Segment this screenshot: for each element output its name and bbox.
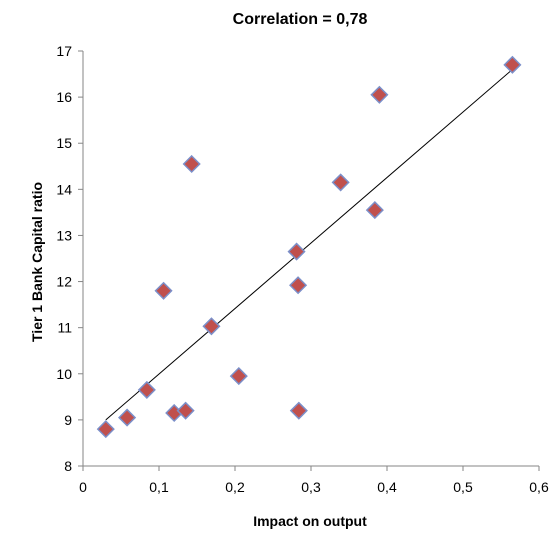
y-tick-label: 14: [56, 181, 72, 197]
data-point: [229, 367, 248, 386]
data-point: [287, 242, 306, 261]
x-tick-label: 0,5: [453, 479, 473, 495]
y-tick-label: 9: [64, 412, 72, 428]
data-point: [202, 317, 221, 336]
y-tick-label: 15: [56, 135, 72, 151]
y-tick-label: 10: [56, 366, 72, 382]
y-tick-label: 11: [57, 320, 72, 336]
data-point: [289, 401, 308, 420]
y-tick-label: 16: [56, 89, 72, 105]
x-tick-label: 0: [79, 479, 87, 495]
x-axis-title: Impact on output: [253, 513, 367, 529]
y-axis-title: Tier 1 Bank Capital ratio: [29, 182, 45, 342]
data-point: [137, 380, 156, 399]
data-point: [118, 408, 137, 427]
data-point: [289, 276, 308, 295]
data-point: [503, 55, 522, 74]
y-tick-label: 13: [56, 227, 72, 243]
y-tick-label: 17: [56, 43, 72, 59]
y-axis-ticks: 8 9 10 11 12 13 14 15 16 17: [56, 43, 83, 474]
data-point: [176, 401, 195, 420]
x-axis-ticks: 0 0,1 0,2 0,3 0,4 0,5 0,6: [79, 466, 549, 495]
x-tick-label: 0,3: [301, 479, 321, 495]
x-tick-label: 0,2: [225, 479, 245, 495]
chart-title: Correlation = 0,78: [233, 11, 368, 28]
data-point: [154, 281, 173, 300]
x-tick-label: 0,4: [377, 479, 397, 495]
axes: [82, 51, 539, 467]
data-point: [370, 85, 389, 104]
data-point: [96, 420, 115, 439]
y-tick-label: 8: [64, 458, 72, 474]
y-tick-label: 12: [56, 274, 72, 290]
data-points: [96, 55, 522, 439]
data-point: [365, 201, 384, 220]
trendline: [105, 69, 513, 421]
data-point: [331, 173, 350, 192]
x-tick-label: 0,1: [149, 479, 169, 495]
x-tick-label: 0,6: [529, 479, 549, 495]
trendline-layer: [105, 69, 513, 421]
data-point: [182, 154, 201, 174]
